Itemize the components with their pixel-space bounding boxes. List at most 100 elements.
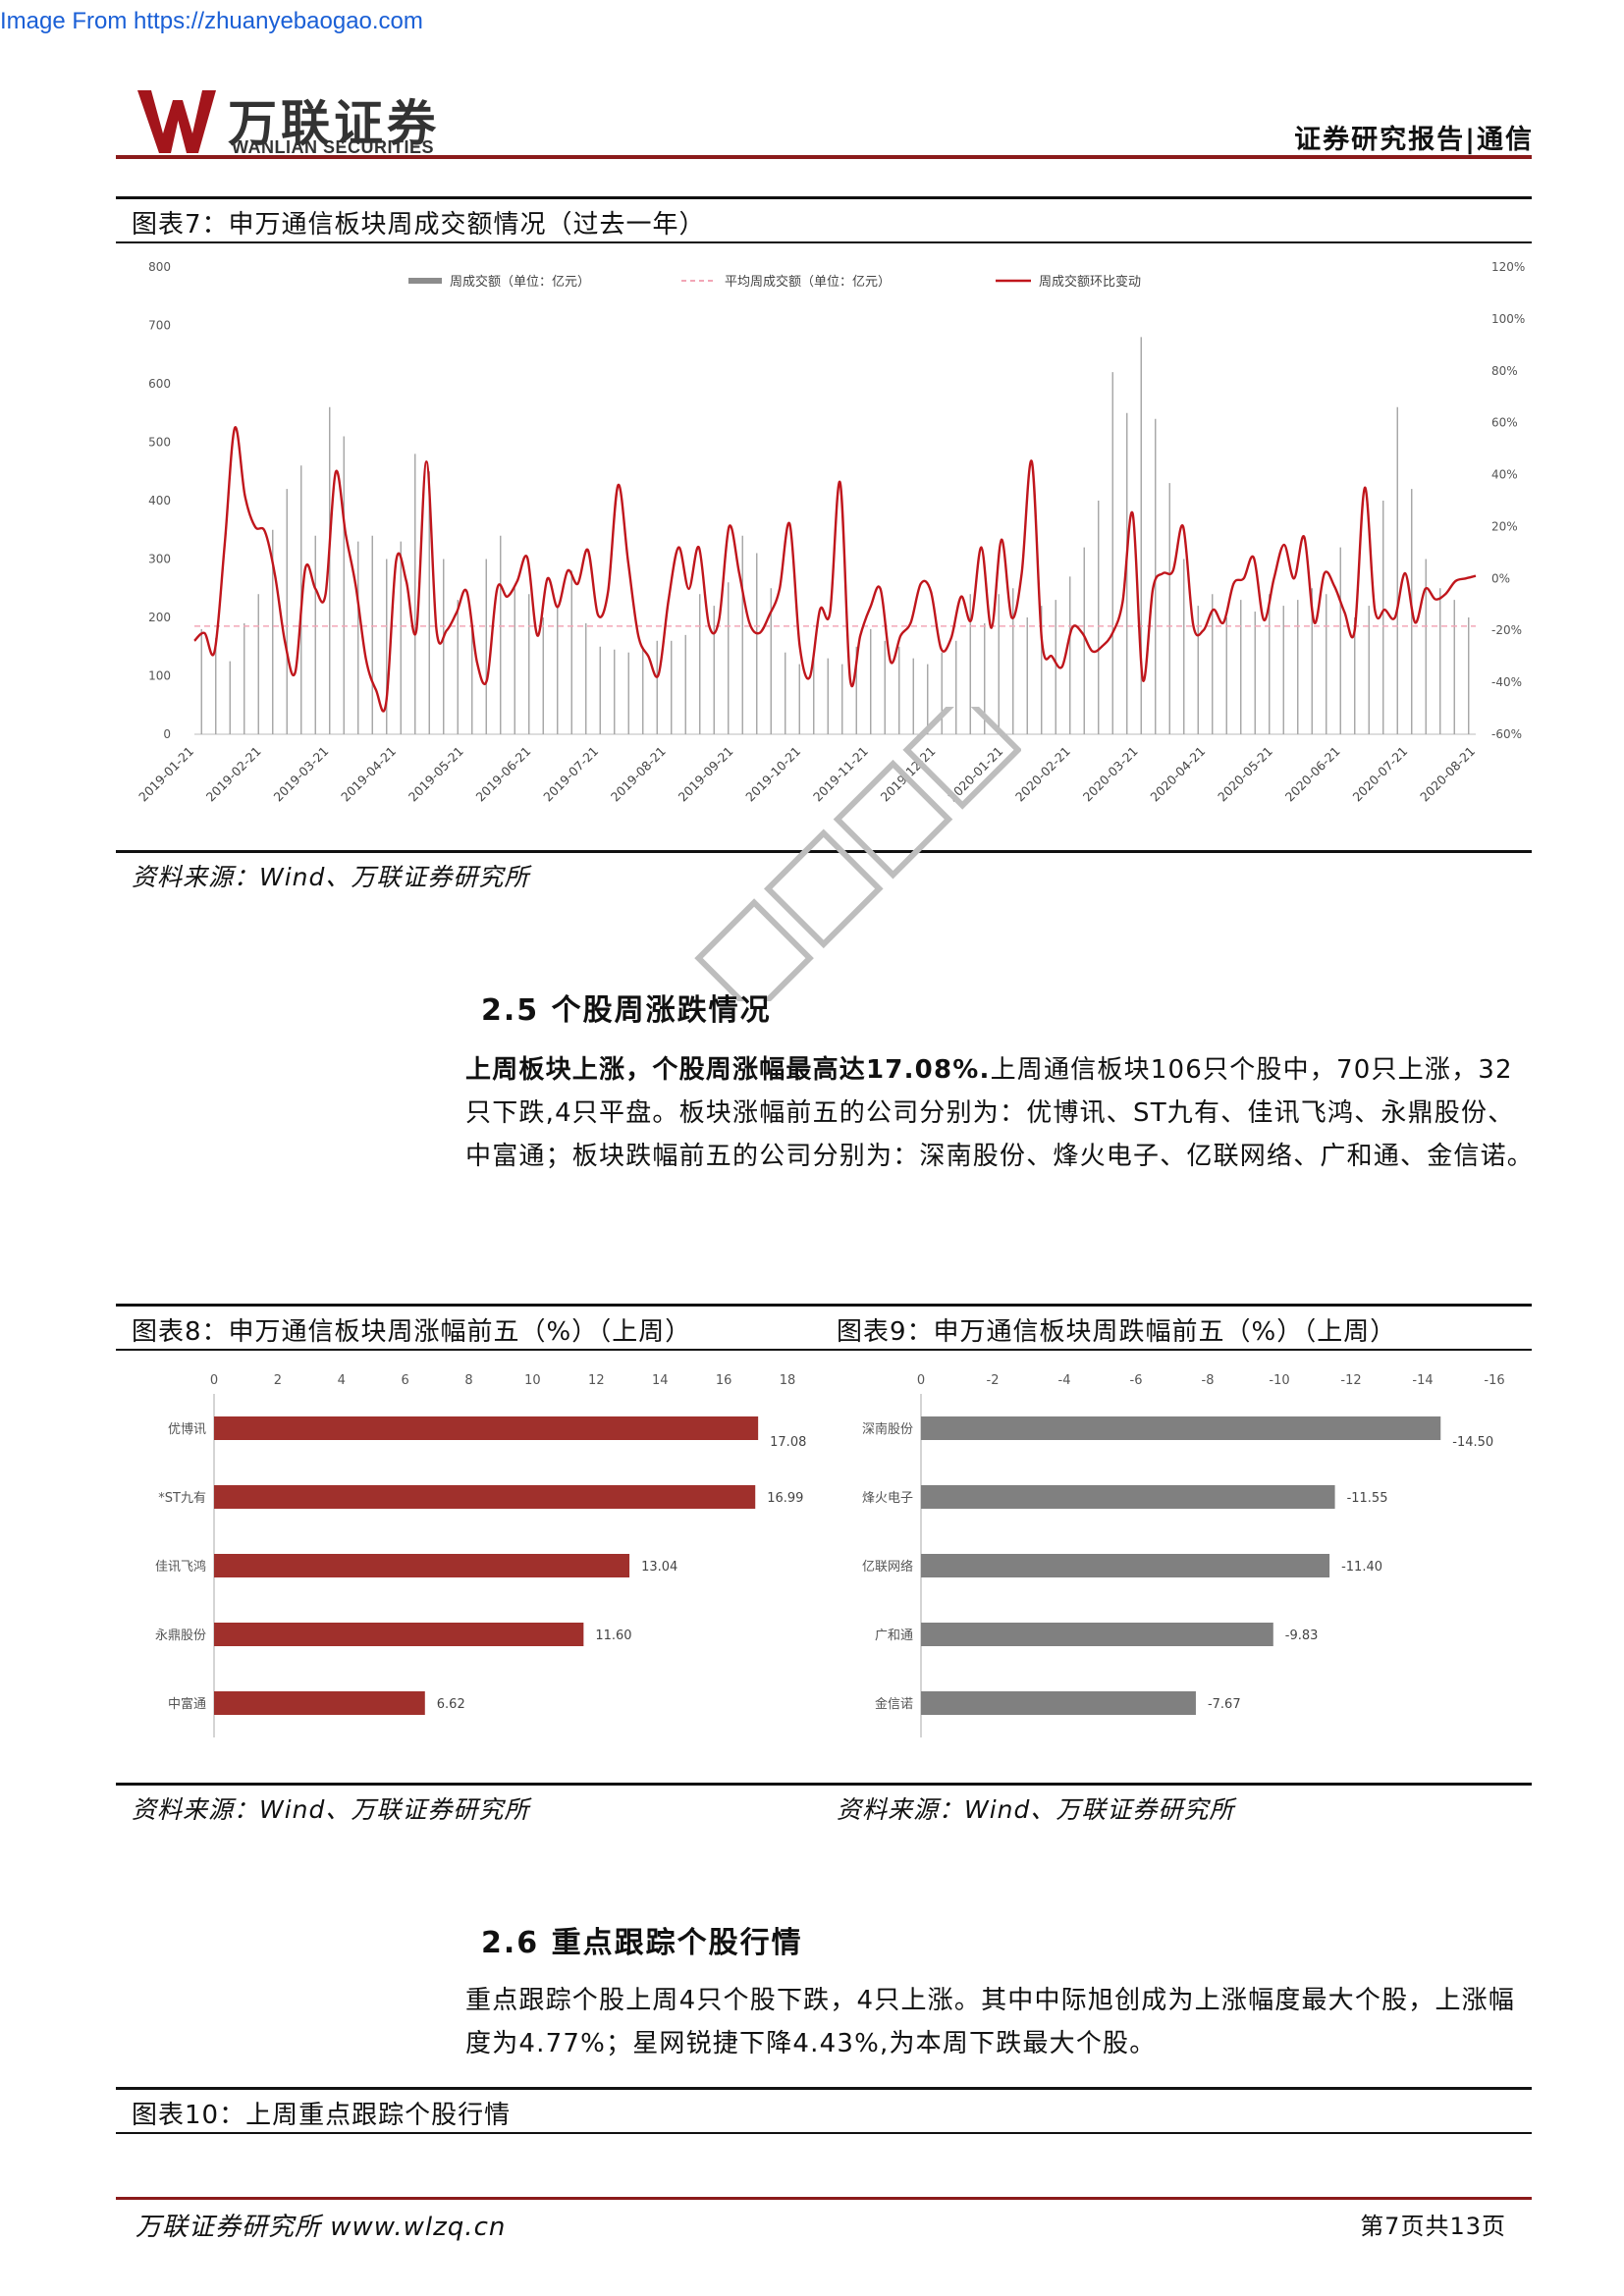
figure7-wow-line [193, 426, 1477, 713]
figure7-x-label: 2019-06-21 [473, 744, 534, 805]
section-2-5-heading: 2.5 个股周涨跌情况 [481, 993, 772, 1028]
figure7-left-tick: 200 [148, 611, 171, 624]
figure7-x-label: 2019-01-21 [135, 744, 196, 805]
header-rule [116, 155, 1532, 159]
figure7-left-tick: 100 [148, 669, 171, 683]
figure7-volume-bars [200, 337, 1470, 734]
figure7-bottom-rule [116, 850, 1532, 853]
figure7-x-label: 2020-08-21 [1417, 744, 1478, 805]
figure8-category-label: 中富通 [168, 1696, 206, 1712]
figure7-wow-line-path [193, 426, 1477, 713]
figure7-x-label: 2019-04-21 [338, 744, 399, 805]
section-2-5-body: 上周通信板块106只个股中，70只上涨，32只下跌,4只平盘。板块涨幅前五的公司… [465, 1055, 1535, 1171]
page-number: 第7页共13页 [1360, 2213, 1506, 2240]
figure9-category-label: 亿联网络 [862, 1559, 913, 1575]
section-2-6-heading: 2.6 重点跟踪个股行情 [481, 1926, 803, 1960]
figure9-bar [921, 1691, 1196, 1715]
figure7-x-label: 2020-02-21 [1012, 744, 1073, 805]
figure7-left-tick: 600 [148, 377, 171, 391]
section-2-5-paragraph: 上周板块上涨，个股周涨幅最高达17.08%.上周通信板块106只个股中，70只上… [465, 1048, 1536, 1178]
figure7-right-axis: -60% -40% -20% 0% 20% 40% 60% 80% 100% 120% [1491, 260, 1525, 741]
figure7-source: 资料来源：Wind、万联证券研究所 [132, 863, 530, 891]
figure8-tick: 10 [524, 1373, 541, 1388]
figure7-x-label: 2020-04-21 [1147, 744, 1208, 805]
figure9-chart: 0 -2 -4 -6 -8 -10 -12 -14 -16 深南股份 -14.50 烽火电子 -11.… [862, 1373, 1505, 1737]
figure8-9-bottom-rule [116, 1783, 1532, 1786]
figure7-x-label: 2020-05-21 [1215, 744, 1275, 805]
figure8-tick: 2 [274, 1373, 282, 1388]
figure8-tick: 4 [338, 1373, 346, 1388]
figure8-value-label: 17.08 [770, 1435, 806, 1450]
figure7-legend-label: 周成交额（单位：亿元） [450, 274, 590, 290]
figure7-legend-volume-swatch [408, 278, 442, 284]
figure9-value-label: -11.55 [1347, 1491, 1388, 1506]
figure9-tick: -16 [1484, 1373, 1504, 1388]
figure8-tick: 6 [402, 1373, 409, 1388]
figure8-9-title-rule [116, 1349, 1532, 1351]
figure9-bars: 深南股份 -14.50 烽火电子 -11.55 亿联网络 -11.40 广和通 -9.83 金信… [862, 1416, 1493, 1715]
figure9-tick: -2 [987, 1373, 1000, 1388]
figure8-bar [214, 1554, 630, 1577]
figure7-right-tick: 100% [1491, 312, 1525, 326]
figure9-value-label: -7.67 [1208, 1697, 1241, 1712]
figure8-tick: 12 [588, 1373, 605, 1388]
figure8-9-top-rule [116, 1304, 1532, 1307]
figure7-right-tick: 0% [1491, 571, 1510, 585]
logo-chinese-name: 万联证券 [228, 95, 440, 152]
figure9-bar [921, 1554, 1330, 1577]
figure7-chart: 0 100 200 300 400 500 600 700 800 -60% -40% -20% 0%… [135, 260, 1525, 805]
figure8-bars: 优博讯 17.08 *ST九有 16.99 佳讯飞鸿 13.04 永鼎股份 11.60 中富通 6… [155, 1416, 806, 1715]
figure8-tick: 0 [210, 1373, 218, 1388]
figure9-category-label: 深南股份 [862, 1421, 913, 1437]
figure8-value-label: 16.99 [767, 1491, 803, 1506]
figure9-bar [921, 1416, 1441, 1440]
figure10-title: 图表10：上周重点跟踪个股行情 [132, 2101, 512, 2130]
figure7-right-tick: -60% [1491, 727, 1522, 741]
figure7-right-tick: 120% [1491, 260, 1525, 274]
figure7-right-tick: 80% [1491, 364, 1518, 378]
figure7-right-tick: -20% [1491, 623, 1522, 637]
figure8-bar [214, 1623, 584, 1646]
figure8-tick: 16 [716, 1373, 732, 1388]
figure9-tick: -12 [1340, 1373, 1361, 1388]
figure7-x-label: 2019-02-21 [203, 744, 264, 805]
figure8-bar [214, 1691, 425, 1715]
figure7-x-label: 2020-03-21 [1080, 744, 1141, 805]
figure9-bar [921, 1485, 1335, 1509]
figure7-legend: 周成交额（单位：亿元） 平均周成交额（单位：亿元） 周成交额环比变动 [408, 274, 1141, 290]
figure7-x-label: 2020-07-21 [1349, 744, 1410, 805]
section-2-5-lead: 上周板块上涨，个股周涨幅最高达17.08%. [465, 1055, 991, 1085]
source-banner[interactable]: Image From https://zhuanyebaogao.com [0, 8, 423, 34]
figure10-title-rule [116, 2132, 1532, 2134]
logo-english-name: WANLIAN SECURITIES [232, 137, 435, 157]
figure8-value-label: 11.60 [595, 1629, 631, 1643]
figure9-tick: -6 [1130, 1373, 1143, 1388]
figure8-tick: 18 [780, 1373, 796, 1388]
figure7-right-tick: 20% [1491, 519, 1518, 533]
figure9-tick: -4 [1058, 1373, 1071, 1388]
figure8-chart: 0 2 4 6 8 10 12 14 16 18 优博讯 17.08 *ST九有 16.99 佳讯飞鸿 13… [155, 1373, 806, 1737]
footer-rule [116, 2197, 1532, 2200]
figure8-bar [214, 1416, 759, 1440]
diagonal-watermark-stamp [694, 707, 1021, 1001]
figure9-category-label: 广和通 [875, 1629, 913, 1643]
figure8-value-label: 6.62 [437, 1697, 465, 1712]
figure9-tick: -8 [1202, 1373, 1215, 1388]
figure8-value-label: 13.04 [641, 1560, 677, 1575]
figure9-bar [921, 1623, 1273, 1646]
figure7-legend-label: 平均周成交额（单位：亿元） [725, 274, 891, 290]
figure9-tick: 0 [917, 1373, 925, 1388]
figure9-tick: -10 [1269, 1373, 1289, 1388]
figure7-left-tick: 300 [148, 553, 171, 566]
figure9-category-label: 烽火电子 [862, 1491, 913, 1506]
figure9-title: 图表9：申万通信板块周跌幅前五（%）（上周） [837, 1317, 1397, 1347]
figure7-left-axis: 0 100 200 300 400 500 600 700 800 [148, 260, 171, 741]
figure9-value-label: -11.40 [1341, 1560, 1382, 1575]
figure7-left-tick: 500 [148, 436, 171, 450]
figure8-source: 资料来源：Wind、万联证券研究所 [132, 1795, 530, 1824]
report-type: 证券研究报告|通信 [1294, 125, 1534, 155]
section-2-6-paragraph: 重点跟踪个股上周4只个股下跌，4只上涨。其中中际旭创成为上涨幅度最大个股，上涨幅… [465, 1986, 1516, 2058]
figure7-right-tick: 40% [1491, 468, 1518, 482]
figure8-category-label: 佳讯飞鸿 [155, 1559, 206, 1575]
figure7-x-label: 2019-03-21 [271, 744, 332, 805]
